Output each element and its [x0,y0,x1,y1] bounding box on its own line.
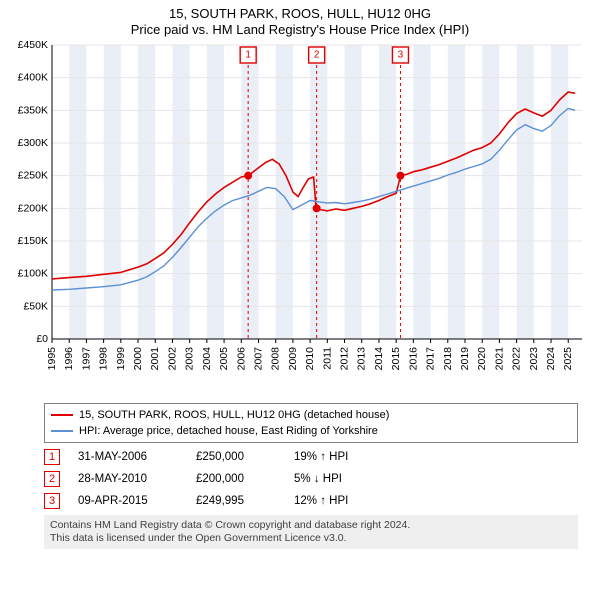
sale-note-price: £249,995 [196,495,276,507]
svg-text:2025: 2025 [562,347,574,371]
svg-text:2001: 2001 [149,347,161,371]
chart-area: £0 £50K £100K £150K £200K £250K £300K £350K £400… [10,39,590,399]
sale-note-marker: 3 [44,493,60,509]
sale-note-delta: 5% ↓ HPI [294,473,384,485]
container: 15, SOUTH PARK, ROOS, HULL, HU12 0HG Pri… [0,0,600,549]
svg-text:£100K: £100K [18,268,48,280]
legend-swatch [51,430,73,432]
svg-text:£300K: £300K [18,137,48,149]
svg-text:2017: 2017 [425,347,437,371]
svg-text:2016: 2016 [407,347,419,371]
svg-text:2012: 2012 [339,347,351,371]
svg-text:1998: 1998 [98,347,110,371]
sale-note-price: £250,000 [196,451,276,463]
svg-text:£50K: £50K [23,300,48,312]
legend-swatch [51,414,73,416]
title-block: 15, SOUTH PARK, ROOS, HULL, HU12 0HG Pri… [0,0,600,39]
footer-line-1: Contains HM Land Registry data © Crown c… [50,519,572,532]
sale-note-date: 09-APR-2015 [78,495,178,507]
svg-text:1996: 1996 [63,347,75,371]
legend-label: HPI: Average price, detached house, East… [79,423,378,439]
svg-text:2003: 2003 [184,347,196,371]
svg-text:2011: 2011 [321,347,333,370]
svg-text:2009: 2009 [287,347,299,371]
svg-text:2013: 2013 [356,347,368,371]
svg-text:1999: 1999 [115,347,127,371]
svg-text:2006: 2006 [235,347,247,371]
svg-text:2010: 2010 [304,347,316,371]
svg-text:£200K: £200K [18,202,48,214]
sale-note-date: 31-MAY-2006 [78,451,178,463]
footer: Contains HM Land Registry data © Crown c… [44,515,578,549]
sale-notes: 1 31-MAY-2006 £250,000 19% ↑ HPI 2 28-MAY-201… [44,449,578,509]
legend-item: HPI: Average price, detached house, East… [51,423,571,439]
sale-note-marker: 2 [44,471,60,487]
sale-note-date: 28-MAY-2010 [78,473,178,485]
legend: 15, SOUTH PARK, ROOS, HULL, HU12 0HG (de… [44,403,578,443]
sale-note-row: 3 09-APR-2015 £249,995 12% ↑ HPI [44,493,578,509]
sale-note-delta: 19% ↑ HPI [294,451,384,463]
svg-text:£400K: £400K [18,72,48,84]
svg-text:2014: 2014 [373,347,385,371]
svg-text:1995: 1995 [46,347,58,371]
svg-text:1997: 1997 [80,347,92,371]
legend-item: 15, SOUTH PARK, ROOS, HULL, HU12 0HG (de… [51,407,571,423]
legend-label: 15, SOUTH PARK, ROOS, HULL, HU12 0HG (de… [79,407,389,423]
svg-text:2015: 2015 [390,347,402,371]
title-line-2: Price paid vs. HM Land Registry's House … [10,22,590,37]
svg-text:2007: 2007 [252,347,264,371]
sale-note-delta: 12% ↑ HPI [294,495,384,507]
svg-text:2019: 2019 [459,347,471,371]
svg-text:2018: 2018 [442,347,454,371]
svg-text:£0: £0 [36,333,48,345]
svg-text:2023: 2023 [528,347,540,371]
svg-text:2000: 2000 [132,347,144,371]
svg-text:£450K: £450K [18,39,48,51]
svg-text:3: 3 [398,50,404,61]
footer-line-2: This data is licensed under the Open Gov… [50,532,572,545]
svg-text:2021: 2021 [493,347,505,371]
sale-note-marker: 1 [44,449,60,465]
svg-text:2004: 2004 [201,347,213,371]
chart-svg: £0 £50K £100K £150K £200K £250K £300K £350K £400… [10,39,590,399]
svg-text:1: 1 [245,50,251,61]
svg-text:£250K: £250K [18,170,48,182]
svg-text:2020: 2020 [476,347,488,371]
title-line-1: 15, SOUTH PARK, ROOS, HULL, HU12 0HG [10,6,590,21]
sale-note-row: 2 28-MAY-2010 £200,000 5% ↓ HPI [44,471,578,487]
svg-text:2024: 2024 [545,347,557,371]
svg-text:£350K: £350K [18,104,48,116]
svg-text:2005: 2005 [218,347,230,371]
svg-text:£150K: £150K [18,235,48,247]
sale-note-row: 1 31-MAY-2006 £250,000 19% ↑ HPI [44,449,578,465]
sale-note-price: £200,000 [196,473,276,485]
svg-text:2008: 2008 [270,347,282,371]
svg-text:2002: 2002 [166,347,178,371]
svg-text:2022: 2022 [511,347,523,371]
svg-text:2: 2 [314,50,320,61]
